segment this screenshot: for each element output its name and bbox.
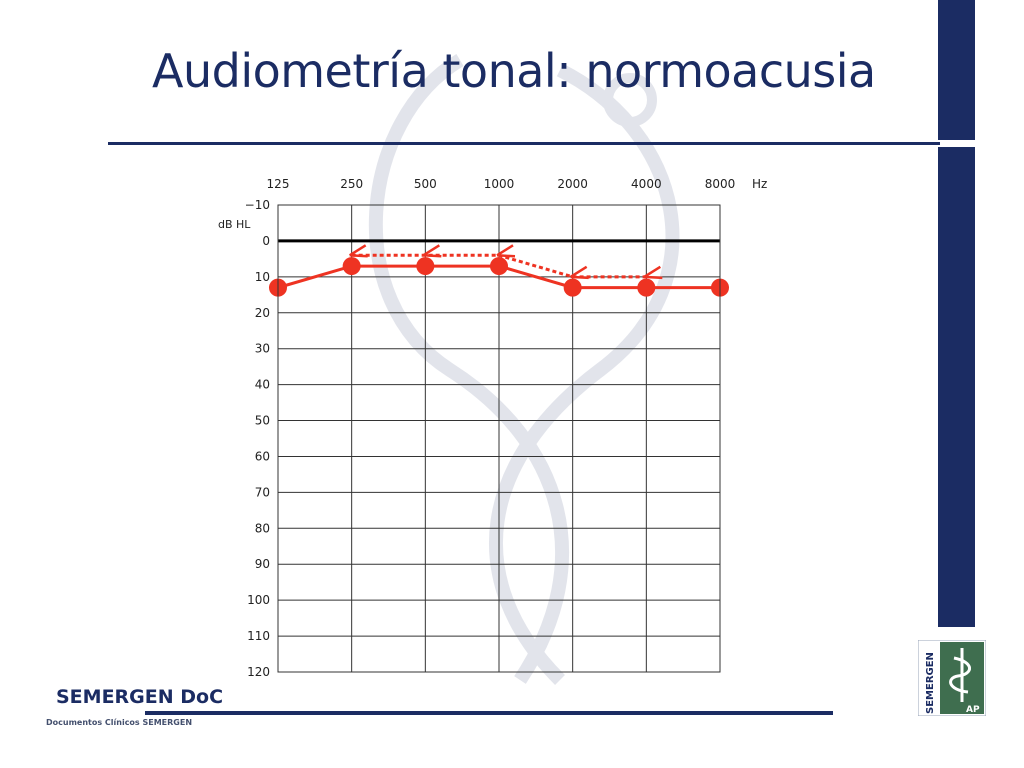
slide-title: Audiometría tonal: normoacusia bbox=[152, 44, 876, 98]
series-circle-marker bbox=[342, 257, 361, 276]
y-tick-label: 70 bbox=[255, 485, 270, 499]
y-tick-label: 20 bbox=[255, 306, 270, 320]
sidebar-bar-bottom bbox=[938, 147, 975, 627]
y-tick-label: −10 bbox=[245, 198, 270, 212]
x-tick-label: 250 bbox=[340, 177, 363, 191]
y-axis-unit: dB HL bbox=[218, 218, 251, 231]
x-tick-label: 1000 bbox=[484, 177, 515, 191]
y-tick-label: 40 bbox=[255, 378, 270, 392]
series-arrow-marker bbox=[349, 244, 368, 258]
footer-divider bbox=[145, 711, 833, 715]
title-divider bbox=[108, 142, 940, 145]
brand-name: SEMERGEN DoC bbox=[56, 686, 224, 708]
y-tick-label: 100 bbox=[247, 593, 270, 607]
y-tick-label: 0 bbox=[262, 234, 270, 248]
y-tick-label: 110 bbox=[247, 629, 270, 643]
series-arrow-marker bbox=[422, 244, 442, 258]
background-watermark bbox=[368, 54, 680, 685]
logo-badge: AP bbox=[966, 705, 980, 715]
x-tick-label: 500 bbox=[414, 177, 437, 191]
series-circle-marker bbox=[416, 257, 435, 276]
x-axis-unit: Hz bbox=[752, 177, 767, 191]
y-tick-label: 60 bbox=[255, 449, 270, 463]
series-circle-marker bbox=[563, 278, 582, 297]
x-tick-label: 125 bbox=[267, 177, 290, 191]
series-arrow-marker bbox=[496, 244, 516, 258]
brand-subtitle: Documentos Clínicos SEMERGEN bbox=[46, 718, 193, 727]
x-tick-label: 8000 bbox=[705, 177, 736, 191]
y-tick-label: 80 bbox=[255, 521, 270, 535]
series-arrow-marker bbox=[643, 265, 663, 280]
logo-text: SEMERGEN bbox=[925, 652, 936, 714]
y-tick-label: 50 bbox=[255, 414, 270, 428]
y-tick-label: 120 bbox=[247, 665, 270, 679]
y-tick-label: 30 bbox=[255, 342, 270, 356]
x-tick-label: 4000 bbox=[631, 177, 662, 191]
series-circle-marker bbox=[490, 257, 508, 276]
sidebar-bar-top bbox=[938, 0, 975, 140]
series-arrow-marker bbox=[570, 265, 589, 280]
y-tick-label: 90 bbox=[255, 557, 270, 571]
x-tick-label: 2000 bbox=[557, 177, 588, 191]
series-circle-marker bbox=[637, 278, 656, 297]
semergen-logo-icon: SEMERGEN AP bbox=[918, 640, 986, 716]
plot-frame bbox=[277, 204, 721, 673]
y-tick-label: 10 bbox=[255, 270, 270, 284]
